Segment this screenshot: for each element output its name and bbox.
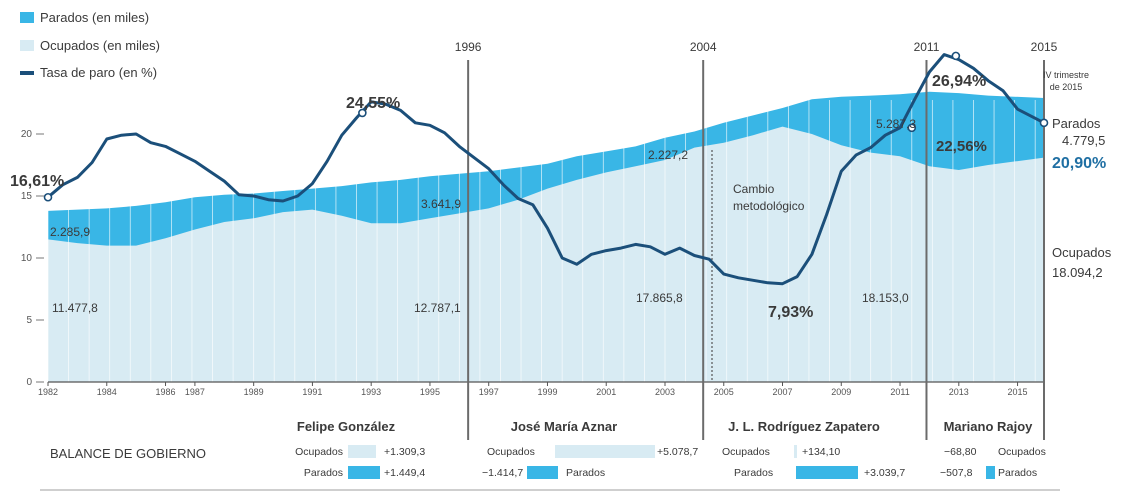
balance-de-gobierno: BALANCE DE GOBIERNO Felipe González José … xyxy=(40,419,1060,491)
annotation-parados-1982: 2.285,9 xyxy=(50,225,90,239)
x-tick-label: 2015 xyxy=(1008,387,1028,397)
annotation-end-tasa: 20,90% xyxy=(1052,155,1106,172)
aznar-parados-bar xyxy=(527,466,558,479)
tasa-paro-line xyxy=(47,53,1045,286)
annotation-parados-label: Parados xyxy=(1052,116,1101,131)
gonzalez-parados-value: +1.449,4 xyxy=(384,467,425,479)
y-tick-label: 20 xyxy=(21,129,33,140)
aznar-ocupados-value: +5.078,7 xyxy=(657,446,698,458)
government-name: Mariano Rajoy xyxy=(944,419,1034,434)
tasa-paro-line-layer xyxy=(43,51,1049,286)
boundary-year-label: 2015 xyxy=(1031,40,1058,54)
x-tick-label: 1984 xyxy=(97,387,117,397)
aznar-parados-label: Parados xyxy=(566,467,605,479)
x-tick-label: 2007 xyxy=(772,387,792,397)
rajoy-ocupados-value: −68,80 xyxy=(944,446,977,458)
gonzalez-ocupados-bar xyxy=(348,445,376,458)
x-tick-label: 2003 xyxy=(655,387,675,397)
x-tick-label: 2001 xyxy=(596,387,616,397)
x-tick-label: 2013 xyxy=(949,387,969,397)
area-layer xyxy=(48,91,1044,383)
presidency-boundaries: 1996 2004 2011 2015 xyxy=(455,40,1058,440)
gonzalez-ocupados-value: +1.309,3 xyxy=(384,446,425,458)
annotation-parados-2011: 5.287,3 xyxy=(876,117,916,131)
annotation-ocupados-1982: 11.477,8 xyxy=(52,301,98,315)
y-tick-label: 15 xyxy=(21,191,33,202)
annotation-cambio-2: metodológico xyxy=(733,199,805,213)
x-tick-label: 2011 xyxy=(890,387,909,397)
tasa-marker xyxy=(907,123,917,133)
x-tick-label: 1989 xyxy=(244,387,264,397)
rajoy-parados-label: Parados xyxy=(998,467,1037,479)
y-tick-label: 5 xyxy=(26,315,32,326)
rajoy-ocupados-label: Ocupados xyxy=(998,446,1046,458)
quarter-note-line-1: IV trimestre xyxy=(1043,70,1089,80)
zapatero-ocupados-value: +134,10 xyxy=(802,446,840,458)
aznar-ocupados-bar xyxy=(555,445,655,458)
axes: 0 5 10 15 20 1982 1984 1986 1987 1989 1991 1993 1995… xyxy=(21,129,1044,397)
rajoy-parados-value: −507,8 xyxy=(940,467,973,479)
zapatero-parados-bar xyxy=(796,466,858,479)
annotations: 16,61% 24,55% 7,93% 26,94% 22,56% 20,90% Cambi… xyxy=(10,73,1112,321)
x-tick-label: 1986 xyxy=(156,387,176,397)
boundary-year-label: 1996 xyxy=(455,40,482,54)
tasa-marker xyxy=(43,192,53,202)
x-tick-label: 1991 xyxy=(302,387,322,397)
x-tick-label: 2009 xyxy=(831,387,851,397)
legend-label-tasa: Tasa de paro (en %) xyxy=(40,65,157,80)
legend-label-ocupados: Ocupados (en miles) xyxy=(40,38,160,53)
gonzalez-parados-bar xyxy=(348,466,380,479)
legend-swatch-tasa xyxy=(20,71,34,75)
annotation-parados-end: 4.779,5 xyxy=(1062,133,1105,148)
quarter-note-line-2: de 2015 xyxy=(1050,82,1083,92)
x-tick-label: 1997 xyxy=(479,387,499,397)
annotation-ocupados-2011: 18.153,0 xyxy=(862,291,909,305)
boundary-year-label: 2011 xyxy=(914,40,940,54)
ocupados-area xyxy=(48,126,1044,382)
x-tick-label: 1993 xyxy=(361,387,381,397)
x-tick-label: 1995 xyxy=(420,387,440,397)
zapatero-ocupados-bar xyxy=(794,445,797,458)
annotation-peak-2013: 26,94% xyxy=(932,73,986,90)
balance-title: BALANCE DE GOBIERNO xyxy=(50,446,206,461)
government-name: José María Aznar xyxy=(511,419,617,434)
annotation-ocupados-2004: 17.865,8 xyxy=(636,291,683,305)
x-tick-label: 1987 xyxy=(185,387,205,397)
zapatero-parados-label: Parados xyxy=(734,467,773,479)
annotation-start-tasa: 16,61% xyxy=(10,173,64,190)
zapatero-parados-value: +3.039,7 xyxy=(864,467,905,479)
gonzalez-parados-label: Parados xyxy=(304,467,343,479)
government-name: Felipe González xyxy=(297,419,396,434)
annotation-ocupados-label: Ocupados xyxy=(1052,245,1112,260)
legend-swatch-ocupados xyxy=(20,40,34,51)
aznar-parados-value: −1.414,7 xyxy=(482,467,523,479)
tasa-marker xyxy=(1039,118,1049,128)
legend: Parados (en miles) Ocupados (en miles) T… xyxy=(20,10,160,80)
x-tick-label: 1982 xyxy=(38,387,58,397)
x-tick-label: 1999 xyxy=(537,387,557,397)
gonzalez-ocupados-label: Ocupados xyxy=(295,446,343,458)
boundary-year-label: 2004 xyxy=(690,40,717,54)
annotation-cambio-1: Cambio xyxy=(733,182,775,196)
annotation-tasa-2011: 22,56% xyxy=(936,138,987,155)
y-tick-label: 10 xyxy=(21,253,33,264)
legend-swatch-parados xyxy=(20,12,34,23)
annotation-parados-1996: 3.641,9 xyxy=(421,197,461,211)
aznar-ocupados-label: Ocupados xyxy=(487,446,535,458)
annotation-parados-2004: 2.227,2 xyxy=(648,148,688,162)
zapatero-ocupados-label: Ocupados xyxy=(722,446,770,458)
tasa-marker xyxy=(951,51,961,61)
annotation-ocupados-1996: 12.787,1 xyxy=(414,301,461,315)
annotation-ocupados-end: 18.094,2 xyxy=(1052,265,1103,280)
government-name: J. L. Rodríguez Zapatero xyxy=(728,419,880,434)
annotation-low-2007: 7,93% xyxy=(768,304,813,321)
annotation-peak-1993: 24,55% xyxy=(346,95,400,112)
legend-label-parados: Parados (en miles) xyxy=(40,10,149,25)
tasa-marker xyxy=(358,108,367,118)
rajoy-parados-bar xyxy=(986,466,995,479)
x-tick-label: 2005 xyxy=(714,387,734,397)
y-tick-label: 0 xyxy=(26,377,32,388)
